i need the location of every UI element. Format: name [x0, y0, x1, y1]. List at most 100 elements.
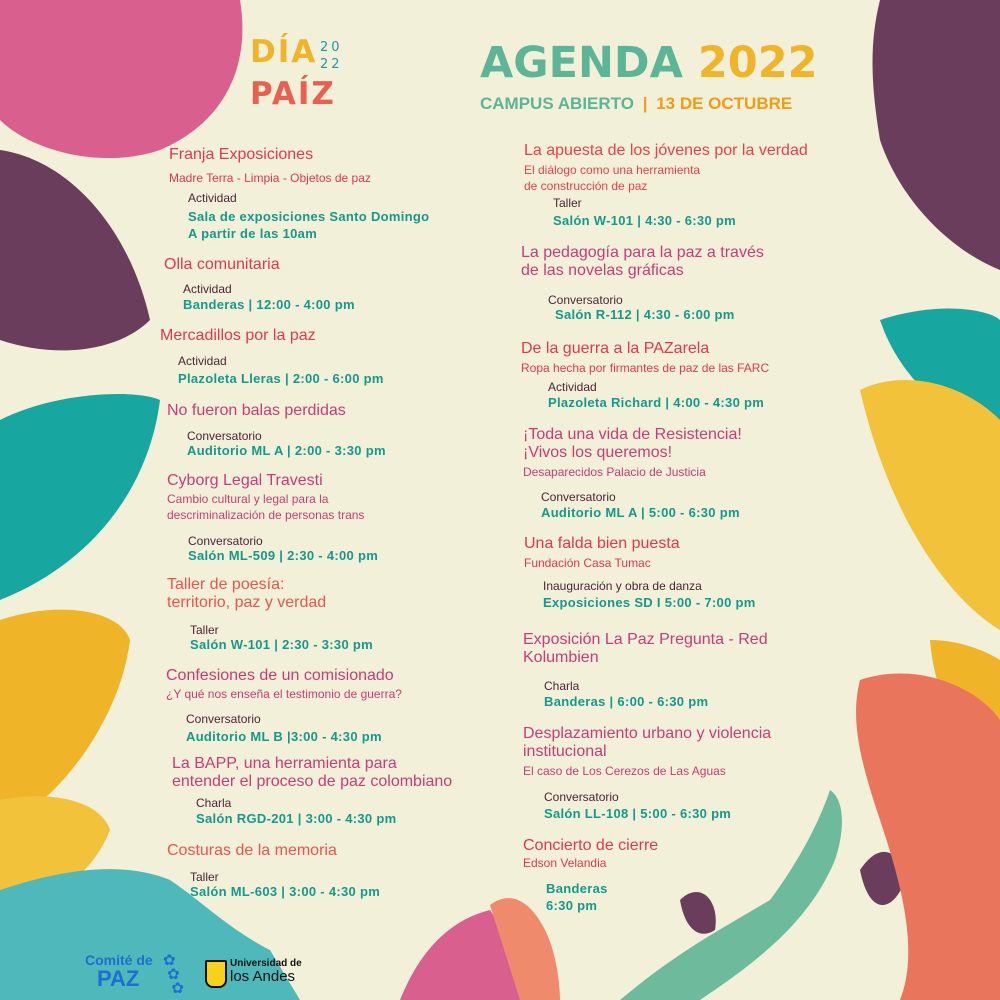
- event-subtitle: Edson Velandia: [523, 856, 607, 870]
- event-title: Cyborg Legal Travesti: [167, 472, 323, 489]
- event-location-time: A partir de las 10am: [188, 226, 318, 241]
- event-location-time: Sala de exposiciones Santo Domingo: [188, 209, 430, 224]
- event-location-time: Banderas: [546, 881, 608, 896]
- event-title: Mercadillos por la paz: [160, 327, 316, 344]
- leaf-yellow-right: [860, 380, 1000, 630]
- leaf-yellow-left: [0, 609, 130, 830]
- event-title: de las novelas gráficas: [521, 262, 684, 279]
- event-subtitle: Desaparecidos Palacio de Justicia: [523, 465, 706, 479]
- event-type: Taller: [190, 870, 219, 884]
- event-subtitle: Madre Terra - Limpia - Objetos de paz: [169, 171, 371, 185]
- event-location-time: Salón R-112 | 4:30 - 6:00 pm: [555, 307, 735, 322]
- event-title: De la guerra a la PAZarela: [521, 340, 710, 357]
- leaf-purple-bottom: [680, 891, 716, 934]
- event-type: Inauguración y obra de danza: [543, 579, 702, 593]
- logo-year-bottom: 22: [320, 57, 343, 72]
- event-type: Conversatorio: [541, 490, 616, 504]
- leaf-coral-right: [856, 673, 1000, 1000]
- event-location-time: Salón W-101 | 2:30 - 3:30 pm: [190, 637, 373, 652]
- event-type: Charla: [544, 679, 580, 693]
- event-type: Conversatorio: [188, 534, 263, 548]
- flower-icon: ✿ ✿ ✿: [163, 952, 184, 997]
- subtitle-place: CAMPUS ABIERTO: [480, 94, 634, 113]
- leaf-purple-left: [0, 150, 150, 351]
- comite-line2: PAZ: [97, 966, 140, 991]
- event-type: Actividad: [178, 354, 227, 368]
- event-location-time: Salón W-101 | 4:30 - 6:30 pm: [553, 213, 736, 228]
- event-type: Conversatorio: [187, 429, 262, 443]
- event-location-time: Banderas | 6:00 - 6:30 pm: [544, 694, 709, 709]
- leaf-yellow-left-2: [0, 796, 110, 905]
- event-title: Olla comunitaria: [164, 256, 280, 273]
- page-title: AGENDA 2022: [480, 40, 818, 86]
- event-title: Confesiones de un comisionado: [166, 667, 394, 684]
- event-location-time: Auditorio ML B |3:00 - 4:30 pm: [186, 729, 382, 744]
- event-subtitle: Cambio cultural y legal para la: [167, 492, 329, 506]
- event-type: Charla: [196, 796, 232, 810]
- event-title: Exposición La Paz Pregunta - Red: [523, 631, 768, 648]
- event-type: Taller: [190, 623, 219, 637]
- event-title: territorio, paz y verdad: [167, 594, 327, 611]
- event-title: entender el proceso de paz colombiano: [172, 773, 453, 790]
- leaf-coral-bottom: [490, 898, 560, 1000]
- event-location-time: Salón ML-603 | 3:00 - 4:30 pm: [190, 884, 381, 899]
- event-title: ¡Toda una vida de Resistencia!: [523, 426, 742, 443]
- event-title: Costuras de la memoria: [167, 842, 337, 859]
- event-subtitle: descriminalización de personas trans: [167, 508, 365, 522]
- title-word: AGENDA: [480, 38, 683, 88]
- event-title: Concierto de cierre: [523, 837, 659, 854]
- event-title: La apuesta de los jóvenes por la verdad: [524, 142, 808, 159]
- event-type: Conversatorio: [186, 712, 261, 726]
- event-type: Actividad: [188, 191, 237, 205]
- subtitle-date: 13 DE OCTUBRE: [656, 94, 793, 113]
- event-location-time: Salón RGD-201 | 3:00 - 4:30 pm: [196, 811, 397, 826]
- event-location-time: Salón LL-108 | 5:00 - 6:30 pm: [544, 806, 732, 821]
- event-subtitle: Ropa hecha por firmantes de paz de las F…: [521, 361, 770, 375]
- event-subtitle: Fundación Casa Tumac: [524, 556, 651, 570]
- event-subtitle: El diálogo como una herramienta: [524, 163, 701, 177]
- comite-line1: Comité de: [85, 952, 153, 968]
- uniandes-line1: Universidad de: [230, 958, 302, 969]
- event-location-time: Exposiciones SD I 5:00 - 7:00 pm: [543, 595, 756, 610]
- event-title: Kolumbien: [523, 649, 599, 666]
- event-location-time: Salón ML-509 | 2:30 - 4:00 pm: [188, 548, 379, 563]
- title-year: 2022: [697, 38, 818, 88]
- logo-dia: DÍA: [250, 34, 318, 70]
- event-title: La pedagogía para la paz a través: [521, 244, 764, 261]
- event-type: Actividad: [183, 282, 232, 296]
- event-subtitle: El caso de Los Cerezos de Las Aguas: [523, 764, 726, 778]
- stem-green-bottom: [620, 790, 842, 1000]
- comite-de-paz-logo: Comité de PAZ: [85, 953, 153, 990]
- event-title: Una falda bien puesta: [524, 535, 680, 552]
- event-location-time: Auditorio ML A | 5:00 - 6:30 pm: [541, 505, 740, 520]
- uniandes-shield-icon: [205, 960, 227, 988]
- leaf-purple-bottom-2: [860, 851, 905, 905]
- event-subtitle: ¿Y qué nos enseña el testimonio de guerr…: [166, 687, 402, 701]
- event-title: institucional: [523, 743, 607, 760]
- event-location-time: 6:30 pm: [546, 898, 598, 913]
- leaf-pink-top-left: [0, 0, 243, 159]
- event-location-time: Banderas | 12:00 - 4:00 pm: [183, 297, 355, 312]
- uniandes-logo: Universidad de los Andes: [230, 958, 302, 985]
- event-type: Actividad: [548, 380, 597, 394]
- uniandes-line2: los Andes: [230, 968, 296, 985]
- event-title: La BAPP, una herramienta para: [172, 755, 397, 772]
- logo-paiz: PAÍZ: [250, 76, 336, 112]
- event-subtitle: CAMPUS ABIERTO | 13 DE OCTUBRE: [480, 94, 792, 114]
- event-title: ¡Vivos los queremos!: [523, 444, 673, 461]
- event-title: No fueron balas perdidas: [167, 402, 346, 419]
- event-title: Desplazamiento urbano y violencia: [523, 725, 772, 742]
- event-type: Conversatorio: [544, 790, 619, 804]
- leaf-teal-left: [0, 394, 160, 600]
- event-location-time: Auditorio ML A | 2:00 - 3:30 pm: [187, 443, 386, 458]
- event-title: Franja Exposiciones: [169, 146, 314, 163]
- logo-year-top: 20: [320, 40, 343, 55]
- event-title: Taller de poesía:: [167, 576, 285, 593]
- event-type: Taller: [553, 196, 582, 210]
- subtitle-separator: |: [642, 94, 648, 113]
- event-subtitle: de construcción de paz: [524, 179, 648, 193]
- event-type: Conversatorio: [548, 293, 623, 307]
- leaf-purple-top-right: [872, 0, 1000, 270]
- event-location-time: Plazoleta Lleras | 2:00 - 6:00 pm: [178, 371, 384, 386]
